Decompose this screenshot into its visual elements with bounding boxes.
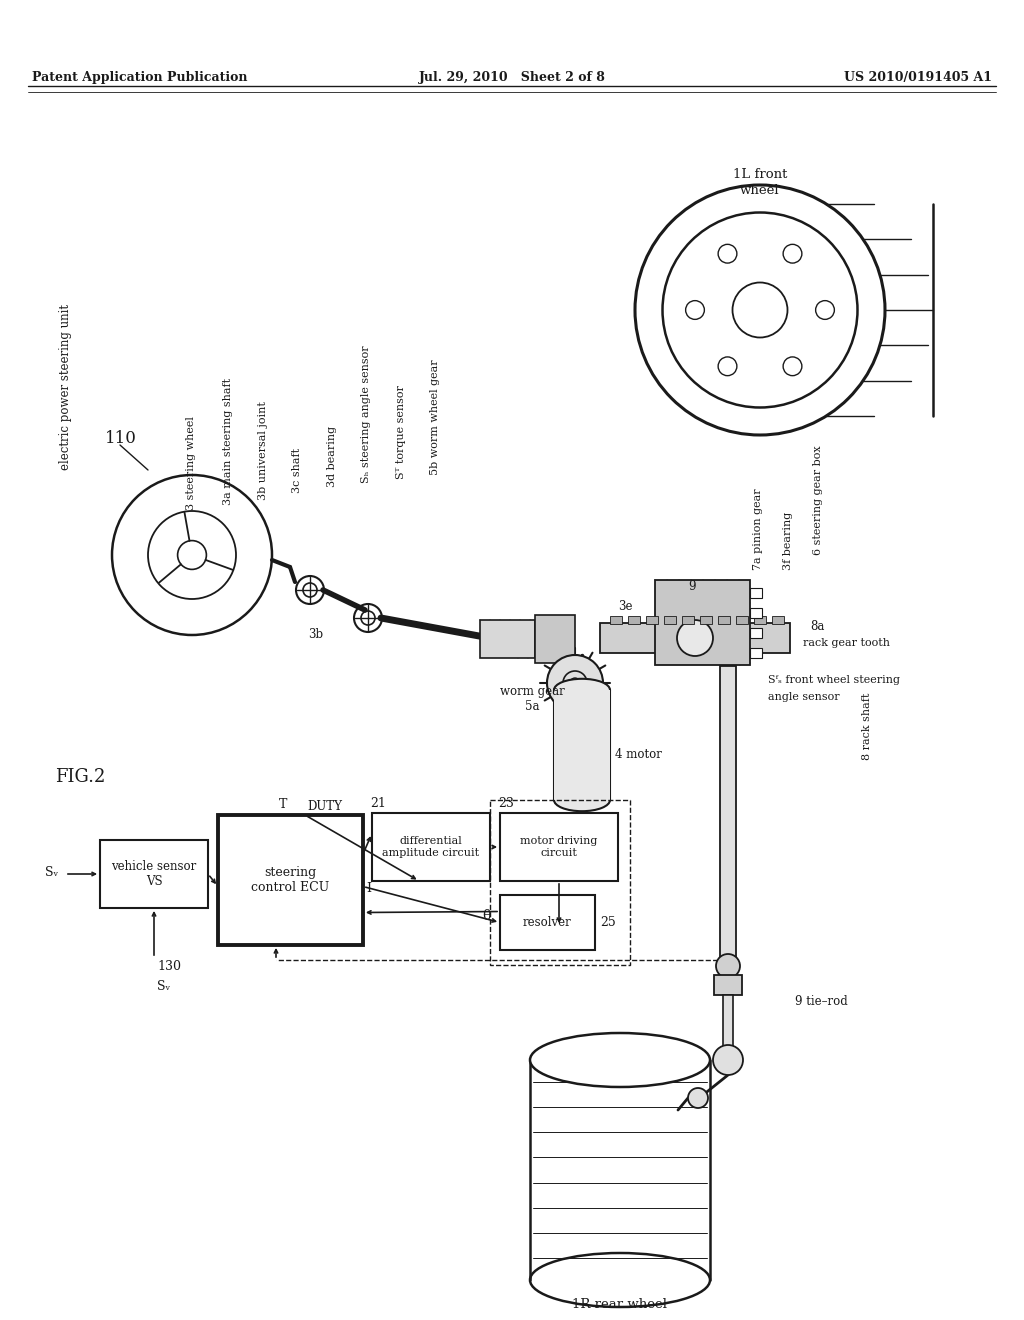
Text: Sᵥ: Sᵥ <box>45 866 58 879</box>
Text: T: T <box>279 799 287 810</box>
Text: US 2010/0191405 A1: US 2010/0191405 A1 <box>844 71 992 84</box>
Bar <box>736 616 748 624</box>
Text: worm gear
5a: worm gear 5a <box>500 685 565 713</box>
Bar <box>720 667 736 966</box>
Ellipse shape <box>530 1034 710 1086</box>
Text: differential
amplitude circuit: differential amplitude circuit <box>382 836 479 858</box>
Bar <box>490 800 630 965</box>
Ellipse shape <box>554 789 610 812</box>
Text: 3a main steering shaft: 3a main steering shaft <box>223 378 233 506</box>
Text: 1L front: 1L front <box>733 168 787 181</box>
Text: 7a pinion gear: 7a pinion gear <box>753 488 763 570</box>
Bar <box>682 616 694 624</box>
Bar <box>718 616 730 624</box>
Bar <box>714 975 742 995</box>
Text: 8a: 8a <box>810 620 824 634</box>
Bar <box>600 623 790 653</box>
Text: angle sensor: angle sensor <box>768 692 840 702</box>
Bar <box>500 813 618 880</box>
Text: Sᵀ torque sensor: Sᵀ torque sensor <box>396 385 406 479</box>
Bar <box>723 995 733 1055</box>
Text: steering
control ECU: steering control ECU <box>251 866 330 894</box>
Text: 3b universal joint: 3b universal joint <box>258 401 268 500</box>
Bar <box>372 813 490 880</box>
Text: 3 steering wheel: 3 steering wheel <box>186 416 196 510</box>
Text: 25: 25 <box>600 916 615 929</box>
Circle shape <box>716 954 740 978</box>
Text: Sₕ steering angle sensor: Sₕ steering angle sensor <box>361 346 371 483</box>
Bar <box>610 616 622 624</box>
Circle shape <box>677 620 713 656</box>
Bar <box>772 616 784 624</box>
Text: 9: 9 <box>688 579 695 593</box>
Bar <box>655 579 750 665</box>
Bar <box>218 814 362 945</box>
Text: 23: 23 <box>498 797 514 810</box>
Text: 8 rack shaft: 8 rack shaft <box>862 693 872 760</box>
Text: 3c shaft: 3c shaft <box>292 447 302 492</box>
Text: 130: 130 <box>157 960 181 973</box>
Ellipse shape <box>554 678 610 701</box>
Text: Sᵥ: Sᵥ <box>157 979 170 993</box>
Bar <box>750 587 762 598</box>
Text: resolver: resolver <box>523 916 571 929</box>
Text: 9 tie–rod: 9 tie–rod <box>795 995 848 1008</box>
Text: 3b: 3b <box>308 628 324 642</box>
Bar <box>100 840 208 908</box>
Bar <box>750 628 762 638</box>
Circle shape <box>688 1088 708 1107</box>
Bar <box>750 648 762 657</box>
Bar <box>700 616 712 624</box>
Circle shape <box>713 1045 743 1074</box>
Text: Jul. 29, 2010   Sheet 2 of 8: Jul. 29, 2010 Sheet 2 of 8 <box>419 71 605 84</box>
Bar <box>535 615 575 663</box>
Text: 6 steering gear box: 6 steering gear box <box>813 445 823 554</box>
Text: FIG.2: FIG.2 <box>55 768 105 785</box>
Text: θ: θ <box>482 909 490 924</box>
Bar <box>664 616 676 624</box>
Text: vehicle sensor
VS: vehicle sensor VS <box>112 861 197 888</box>
Text: 1R rear wheel: 1R rear wheel <box>572 1298 668 1311</box>
Text: 4 motor: 4 motor <box>615 748 662 762</box>
Text: motor driving
circuit: motor driving circuit <box>520 836 598 858</box>
Text: wheel: wheel <box>740 183 780 197</box>
Text: 3e: 3e <box>618 601 633 612</box>
Text: electric power steering unit: electric power steering unit <box>59 304 72 470</box>
Text: 21: 21 <box>370 797 386 810</box>
Bar <box>646 616 658 624</box>
Bar <box>554 690 610 800</box>
Bar <box>480 620 535 657</box>
Text: 110: 110 <box>105 430 137 447</box>
Text: 3d bearing: 3d bearing <box>327 426 337 487</box>
Text: DUTY: DUTY <box>307 800 342 813</box>
Text: 5b worm wheel gear: 5b worm wheel gear <box>430 359 440 475</box>
Text: rack gear tooth: rack gear tooth <box>803 638 890 648</box>
Circle shape <box>547 655 603 711</box>
Bar <box>500 895 595 950</box>
Text: Sᶠₛ front wheel steering: Sᶠₛ front wheel steering <box>768 675 900 685</box>
Bar <box>754 616 766 624</box>
Text: I: I <box>366 883 371 895</box>
Text: Patent Application Publication: Patent Application Publication <box>32 71 248 84</box>
Bar <box>628 616 640 624</box>
Text: 3f bearing: 3f bearing <box>783 512 793 570</box>
Bar <box>750 609 762 618</box>
